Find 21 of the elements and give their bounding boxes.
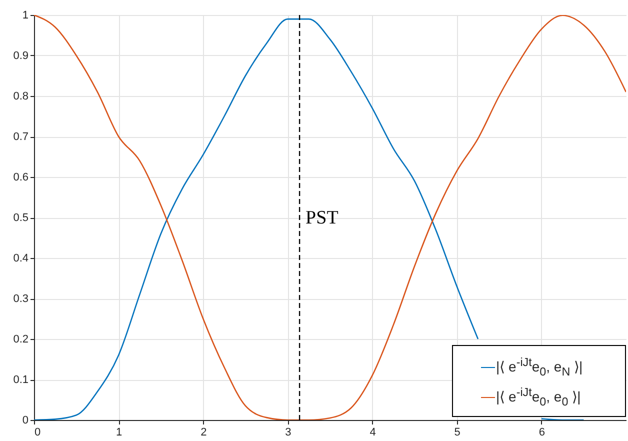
x-tick-label: 5 bbox=[454, 426, 460, 438]
y-tick-label: 1 bbox=[22, 10, 28, 22]
legend-label: |⟨ e$^{-iJt}$e$_{0}$, e$_{0}$ ⟩| bbox=[496, 386, 581, 408]
y-tick-label: 0.2 bbox=[13, 334, 28, 346]
x-tick-label: 3 bbox=[285, 426, 292, 438]
y-tick-label: 0.1 bbox=[13, 374, 28, 386]
y-tick-label: 0.9 bbox=[13, 50, 28, 62]
x-tick-label: 4 bbox=[370, 426, 376, 438]
y-tick-label: 0 bbox=[22, 414, 28, 426]
x-tick-label: 1 bbox=[116, 426, 122, 438]
x-tick-label: 2 bbox=[200, 426, 207, 438]
x-tick-label: 6 bbox=[538, 426, 545, 438]
y-tick-label: 0.6 bbox=[13, 172, 28, 184]
y-tick-label: 0.3 bbox=[13, 293, 28, 305]
x-tick-label: 0 bbox=[34, 426, 41, 438]
y-tick-label: 0.5 bbox=[13, 212, 28, 224]
y-tick-label: 0.7 bbox=[13, 131, 28, 143]
ref-line-label: PST bbox=[306, 208, 339, 228]
legend-label: |⟨ e$^{-iJt}$e$_{0}$, e$_{N}$ ⟩| bbox=[496, 356, 583, 378]
y-tick-label: 0.8 bbox=[13, 90, 28, 102]
y-tick-label: 0.4 bbox=[13, 252, 28, 264]
